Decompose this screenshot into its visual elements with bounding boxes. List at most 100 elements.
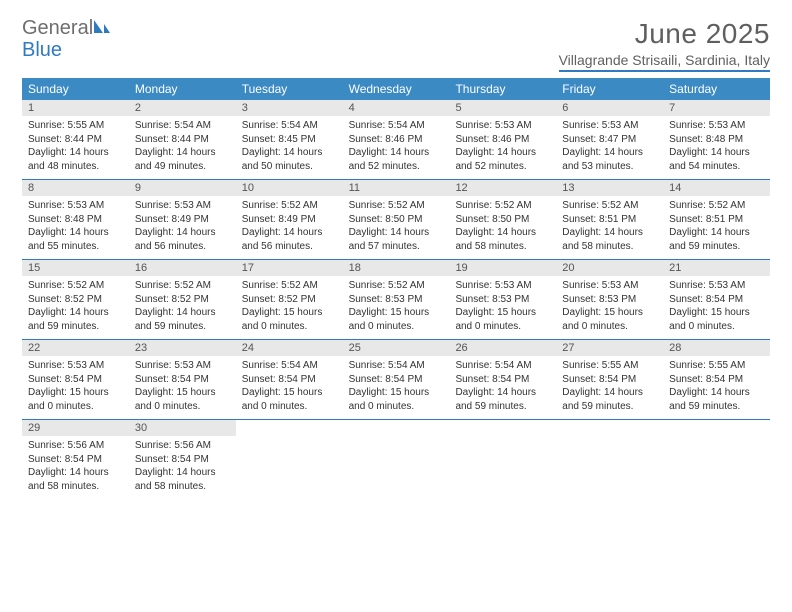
day-body: Sunrise: 5:53 AMSunset: 8:54 PMDaylight:… (663, 276, 770, 339)
sunrise-line: Sunrise: 5:53 AM (28, 359, 123, 373)
day-cell: 28Sunrise: 5:55 AMSunset: 8:54 PMDayligh… (663, 340, 770, 419)
day-cell: 21Sunrise: 5:53 AMSunset: 8:54 PMDayligh… (663, 260, 770, 339)
day-header: Friday (556, 78, 663, 100)
daylight-line: Daylight: 14 hours and 55 minutes. (28, 226, 123, 253)
daylight-line: Daylight: 14 hours and 58 minutes. (455, 226, 550, 253)
sunrise-line: Sunrise: 5:53 AM (669, 279, 764, 293)
sunset-line: Sunset: 8:54 PM (455, 373, 550, 387)
day-body: Sunrise: 5:54 AMSunset: 8:46 PMDaylight:… (343, 116, 450, 179)
day-body: Sunrise: 5:54 AMSunset: 8:54 PMDaylight:… (236, 356, 343, 419)
day-number: 13 (556, 180, 663, 196)
week-row: 15Sunrise: 5:52 AMSunset: 8:52 PMDayligh… (22, 260, 770, 340)
day-body: Sunrise: 5:53 AMSunset: 8:49 PMDaylight:… (129, 196, 236, 259)
sunset-line: Sunset: 8:44 PM (28, 133, 123, 147)
day-body: Sunrise: 5:53 AMSunset: 8:46 PMDaylight:… (449, 116, 556, 179)
day-cell: 2Sunrise: 5:54 AMSunset: 8:44 PMDaylight… (129, 100, 236, 179)
day-number: 4 (343, 100, 450, 116)
day-cell: 8Sunrise: 5:53 AMSunset: 8:48 PMDaylight… (22, 180, 129, 259)
weeks-container: 1Sunrise: 5:55 AMSunset: 8:44 PMDaylight… (22, 100, 770, 499)
day-body: Sunrise: 5:53 AMSunset: 8:54 PMDaylight:… (129, 356, 236, 419)
daylight-line: Daylight: 15 hours and 0 minutes. (242, 306, 337, 333)
daylight-line: Daylight: 14 hours and 52 minutes. (349, 146, 444, 173)
sunrise-line: Sunrise: 5:56 AM (135, 439, 230, 453)
daylight-line: Daylight: 15 hours and 0 minutes. (28, 386, 123, 413)
day-number: 23 (129, 340, 236, 356)
day-number: 25 (343, 340, 450, 356)
sunset-line: Sunset: 8:50 PM (455, 213, 550, 227)
week-row: 22Sunrise: 5:53 AMSunset: 8:54 PMDayligh… (22, 340, 770, 420)
day-cell: 11Sunrise: 5:52 AMSunset: 8:50 PMDayligh… (343, 180, 450, 259)
day-cell: 14Sunrise: 5:52 AMSunset: 8:51 PMDayligh… (663, 180, 770, 259)
daylight-line: Daylight: 14 hours and 59 minutes. (455, 386, 550, 413)
day-number: 10 (236, 180, 343, 196)
day-body: Sunrise: 5:54 AMSunset: 8:54 PMDaylight:… (449, 356, 556, 419)
day-number: 30 (129, 420, 236, 436)
day-number: 9 (129, 180, 236, 196)
sunrise-line: Sunrise: 5:52 AM (562, 199, 657, 213)
day-number: 3 (236, 100, 343, 116)
sunset-line: Sunset: 8:53 PM (349, 293, 444, 307)
sunset-line: Sunset: 8:54 PM (135, 373, 230, 387)
sunrise-line: Sunrise: 5:52 AM (28, 279, 123, 293)
empty-cell (449, 420, 556, 499)
sunset-line: Sunset: 8:54 PM (669, 373, 764, 387)
month-title: June 2025 (559, 18, 770, 50)
logo-text-1: General (22, 17, 93, 39)
day-cell: 1Sunrise: 5:55 AMSunset: 8:44 PMDaylight… (22, 100, 129, 179)
empty-cell (556, 420, 663, 499)
daylight-line: Daylight: 15 hours and 0 minutes. (242, 386, 337, 413)
day-body: Sunrise: 5:52 AMSunset: 8:51 PMDaylight:… (556, 196, 663, 259)
sunset-line: Sunset: 8:52 PM (135, 293, 230, 307)
day-body: Sunrise: 5:53 AMSunset: 8:53 PMDaylight:… (556, 276, 663, 339)
sunset-line: Sunset: 8:54 PM (669, 293, 764, 307)
sunrise-line: Sunrise: 5:53 AM (669, 119, 764, 133)
day-number: 11 (343, 180, 450, 196)
sunrise-line: Sunrise: 5:55 AM (28, 119, 123, 133)
sunrise-line: Sunrise: 5:54 AM (242, 119, 337, 133)
day-header: Sunday (22, 78, 129, 100)
daylight-line: Daylight: 14 hours and 50 minutes. (242, 146, 337, 173)
day-number: 2 (129, 100, 236, 116)
sunset-line: Sunset: 8:54 PM (349, 373, 444, 387)
day-number: 16 (129, 260, 236, 276)
day-cell: 13Sunrise: 5:52 AMSunset: 8:51 PMDayligh… (556, 180, 663, 259)
daylight-line: Daylight: 14 hours and 58 minutes. (135, 466, 230, 493)
sunset-line: Sunset: 8:51 PM (669, 213, 764, 227)
daylight-line: Daylight: 15 hours and 0 minutes. (455, 306, 550, 333)
day-number: 18 (343, 260, 450, 276)
day-body: Sunrise: 5:53 AMSunset: 8:48 PMDaylight:… (663, 116, 770, 179)
daylight-line: Daylight: 14 hours and 59 minutes. (135, 306, 230, 333)
day-header: Monday (129, 78, 236, 100)
sunrise-line: Sunrise: 5:52 AM (455, 199, 550, 213)
daylight-line: Daylight: 15 hours and 0 minutes. (669, 306, 764, 333)
sunset-line: Sunset: 8:50 PM (349, 213, 444, 227)
day-cell: 17Sunrise: 5:52 AMSunset: 8:52 PMDayligh… (236, 260, 343, 339)
daylight-line: Daylight: 14 hours and 57 minutes. (349, 226, 444, 253)
sunset-line: Sunset: 8:54 PM (242, 373, 337, 387)
daylight-line: Daylight: 14 hours and 49 minutes. (135, 146, 230, 173)
daylight-line: Daylight: 15 hours and 0 minutes. (135, 386, 230, 413)
sunrise-line: Sunrise: 5:53 AM (562, 119, 657, 133)
day-body: Sunrise: 5:52 AMSunset: 8:49 PMDaylight:… (236, 196, 343, 259)
daylight-line: Daylight: 14 hours and 59 minutes. (669, 386, 764, 413)
day-header: Saturday (663, 78, 770, 100)
day-number: 15 (22, 260, 129, 276)
day-body: Sunrise: 5:56 AMSunset: 8:54 PMDaylight:… (22, 436, 129, 499)
day-cell: 7Sunrise: 5:53 AMSunset: 8:48 PMDaylight… (663, 100, 770, 179)
sunset-line: Sunset: 8:53 PM (562, 293, 657, 307)
empty-cell (663, 420, 770, 499)
empty-cell (343, 420, 450, 499)
day-body: Sunrise: 5:52 AMSunset: 8:52 PMDaylight:… (22, 276, 129, 339)
sunrise-line: Sunrise: 5:52 AM (135, 279, 230, 293)
sunset-line: Sunset: 8:44 PM (135, 133, 230, 147)
sunrise-line: Sunrise: 5:54 AM (242, 359, 337, 373)
sunrise-line: Sunrise: 5:53 AM (135, 359, 230, 373)
daylight-line: Daylight: 14 hours and 59 minutes. (562, 386, 657, 413)
day-header: Thursday (449, 78, 556, 100)
day-body: Sunrise: 5:52 AMSunset: 8:51 PMDaylight:… (663, 196, 770, 259)
day-cell: 4Sunrise: 5:54 AMSunset: 8:46 PMDaylight… (343, 100, 450, 179)
day-body: Sunrise: 5:52 AMSunset: 8:52 PMDaylight:… (236, 276, 343, 339)
day-number: 12 (449, 180, 556, 196)
day-cell: 5Sunrise: 5:53 AMSunset: 8:46 PMDaylight… (449, 100, 556, 179)
day-number: 6 (556, 100, 663, 116)
